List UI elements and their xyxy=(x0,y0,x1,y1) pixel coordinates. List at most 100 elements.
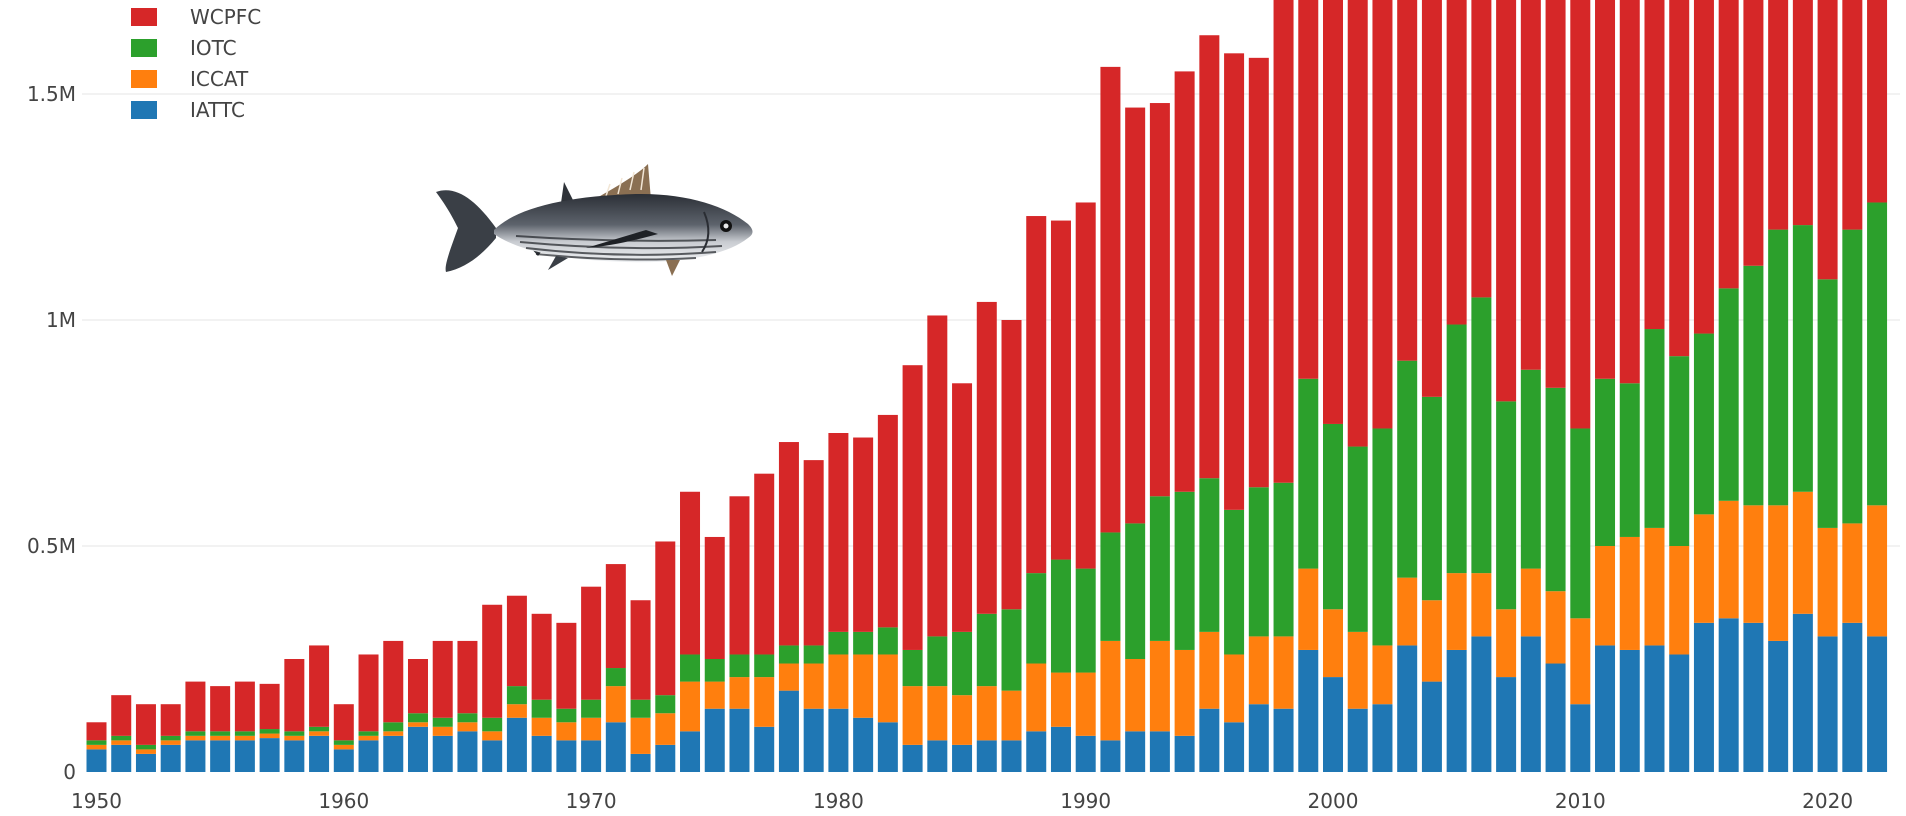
bar-wcpfc-1963 xyxy=(407,659,428,714)
bar-wcpfc-1993 xyxy=(1149,103,1170,497)
bar-iotc-1960 xyxy=(333,740,354,745)
bar-iattc-1955 xyxy=(210,740,231,772)
x-tick-label: 2010 xyxy=(1555,789,1606,813)
bar-iattc-2009 xyxy=(1545,663,1566,772)
bar-wcpfc-1965 xyxy=(457,640,478,714)
y-tick-label: 1.5M xyxy=(27,82,76,106)
tuna-image xyxy=(436,164,753,276)
bar-iattc-2001 xyxy=(1347,708,1368,772)
bar-iccat-2021 xyxy=(1842,523,1863,623)
x-tick-label: 1950 xyxy=(71,789,122,813)
bar-iccat-2022 xyxy=(1867,505,1888,637)
bar-iotc-1976 xyxy=(729,654,750,678)
bar-iattc-1981 xyxy=(853,717,874,772)
bar-iccat-1967 xyxy=(506,704,527,718)
bar-iotc-2021 xyxy=(1842,229,1863,524)
bar-iccat-1984 xyxy=(927,686,948,741)
bar-iotc-1986 xyxy=(976,613,997,687)
bar-iattc-1956 xyxy=(234,740,255,772)
bar-iattc-1980 xyxy=(828,708,849,772)
bar-wcpfc-1989 xyxy=(1050,220,1071,560)
bar-wcpfc-1960 xyxy=(333,704,354,741)
bar-iotc-1970 xyxy=(581,699,602,718)
bar-iccat-2020 xyxy=(1817,527,1838,637)
bar-wcpfc-1954 xyxy=(185,681,206,732)
bar-wcpfc-1987 xyxy=(1001,320,1022,610)
bar-iotc-1989 xyxy=(1050,559,1071,673)
x-tick-label: 1960 xyxy=(318,789,369,813)
bar-iotc-1982 xyxy=(877,627,898,655)
bar-iotc-1964 xyxy=(432,717,453,727)
bar-iattc-1967 xyxy=(506,717,527,772)
bar-iccat-2014 xyxy=(1669,546,1690,655)
bar-iattc-2020 xyxy=(1817,636,1838,772)
bar-iattc-1978 xyxy=(778,690,799,772)
bar-wcpfc-2011 xyxy=(1595,0,1616,379)
bar-iccat-2007 xyxy=(1496,609,1517,678)
bar-iccat-1987 xyxy=(1001,690,1022,741)
bar-iattc-1989 xyxy=(1050,726,1071,772)
bar-wcpfc-1990 xyxy=(1075,202,1096,569)
bar-wcpfc-1996 xyxy=(1224,53,1245,510)
bar-wcpfc-1964 xyxy=(432,640,453,718)
legend-label-iattc: IATTC xyxy=(190,98,245,122)
bar-iccat-2002 xyxy=(1372,645,1393,705)
bar-iotc-2017 xyxy=(1743,265,1764,506)
bar-iccat-1992 xyxy=(1125,659,1146,732)
y-tick-label: 0.5M xyxy=(27,534,76,558)
bar-iotc-2003 xyxy=(1397,360,1418,578)
bar-iotc-1958 xyxy=(284,731,305,736)
x-axis-tick-labels: 1950 1960 1970 1980 1990 2000 2010 2020 xyxy=(71,789,1853,813)
x-tick-label: 2000 xyxy=(1308,789,1359,813)
bar-iattc-1997 xyxy=(1248,704,1269,772)
bar-iotc-1951 xyxy=(111,735,132,741)
bar-iattc-2015 xyxy=(1693,622,1714,772)
bar-iotc-1963 xyxy=(407,713,428,723)
bar-iotc-1957 xyxy=(259,729,280,734)
bar-iattc-1996 xyxy=(1224,722,1245,772)
bar-iccat-1980 xyxy=(828,654,849,709)
bar-iotc-1996 xyxy=(1224,509,1245,655)
bar-iattc-1987 xyxy=(1001,740,1022,772)
bar-iotc-1977 xyxy=(754,654,775,678)
bar-wcpfc-1950 xyxy=(86,722,107,741)
bar-iccat-1993 xyxy=(1149,640,1170,732)
bar-iattc-1990 xyxy=(1075,735,1096,772)
bar-wcpfc-1998 xyxy=(1273,0,1294,483)
bar-iotc-2015 xyxy=(1693,333,1714,515)
bar-wcpfc-1985 xyxy=(952,383,973,632)
bar-wcpfc-1959 xyxy=(309,645,330,727)
bar-iotc-1998 xyxy=(1273,482,1294,637)
bar-iattc-1957 xyxy=(259,738,280,772)
x-tick-label: 1980 xyxy=(813,789,864,813)
bar-iotc-1991 xyxy=(1100,532,1121,641)
bar-iattc-2018 xyxy=(1768,640,1789,772)
bar-iattc-1960 xyxy=(333,749,354,772)
bar-iotc-2011 xyxy=(1595,378,1616,546)
bar-iotc-1988 xyxy=(1026,573,1047,664)
bar-wcpfc-1982 xyxy=(877,414,898,628)
bar-wcpfc-1961 xyxy=(358,654,379,732)
bar-iattc-1964 xyxy=(432,735,453,772)
bar-iotc-2020 xyxy=(1817,279,1838,528)
bar-iccat-2016 xyxy=(1718,500,1739,619)
bar-iccat-1970 xyxy=(581,717,602,741)
bar-iotc-1967 xyxy=(506,686,527,705)
bar-wcpfc-1966 xyxy=(482,604,503,718)
bar-iccat-1952 xyxy=(135,749,156,754)
bar-iattc-1969 xyxy=(556,740,577,772)
bar-wcpfc-2009 xyxy=(1545,0,1566,388)
bar-iccat-2004 xyxy=(1421,600,1442,682)
legend-swatch-wcpfc xyxy=(131,8,157,26)
bar-iattc-1972 xyxy=(630,753,651,772)
bar-iattc-2008 xyxy=(1520,636,1541,772)
bar-wcpfc-2000 xyxy=(1323,0,1343,424)
bar-iotc-1962 xyxy=(383,722,404,732)
legend: WCPFC IOTC ICCAT IATTC xyxy=(131,5,261,122)
bar-iotc-1997 xyxy=(1248,487,1269,637)
bar-iccat-1982 xyxy=(877,654,898,723)
bar-iccat-1965 xyxy=(457,722,478,732)
bars xyxy=(86,0,1888,772)
bar-iattc-1999 xyxy=(1298,649,1319,772)
bar-iattc-1977 xyxy=(754,726,775,772)
